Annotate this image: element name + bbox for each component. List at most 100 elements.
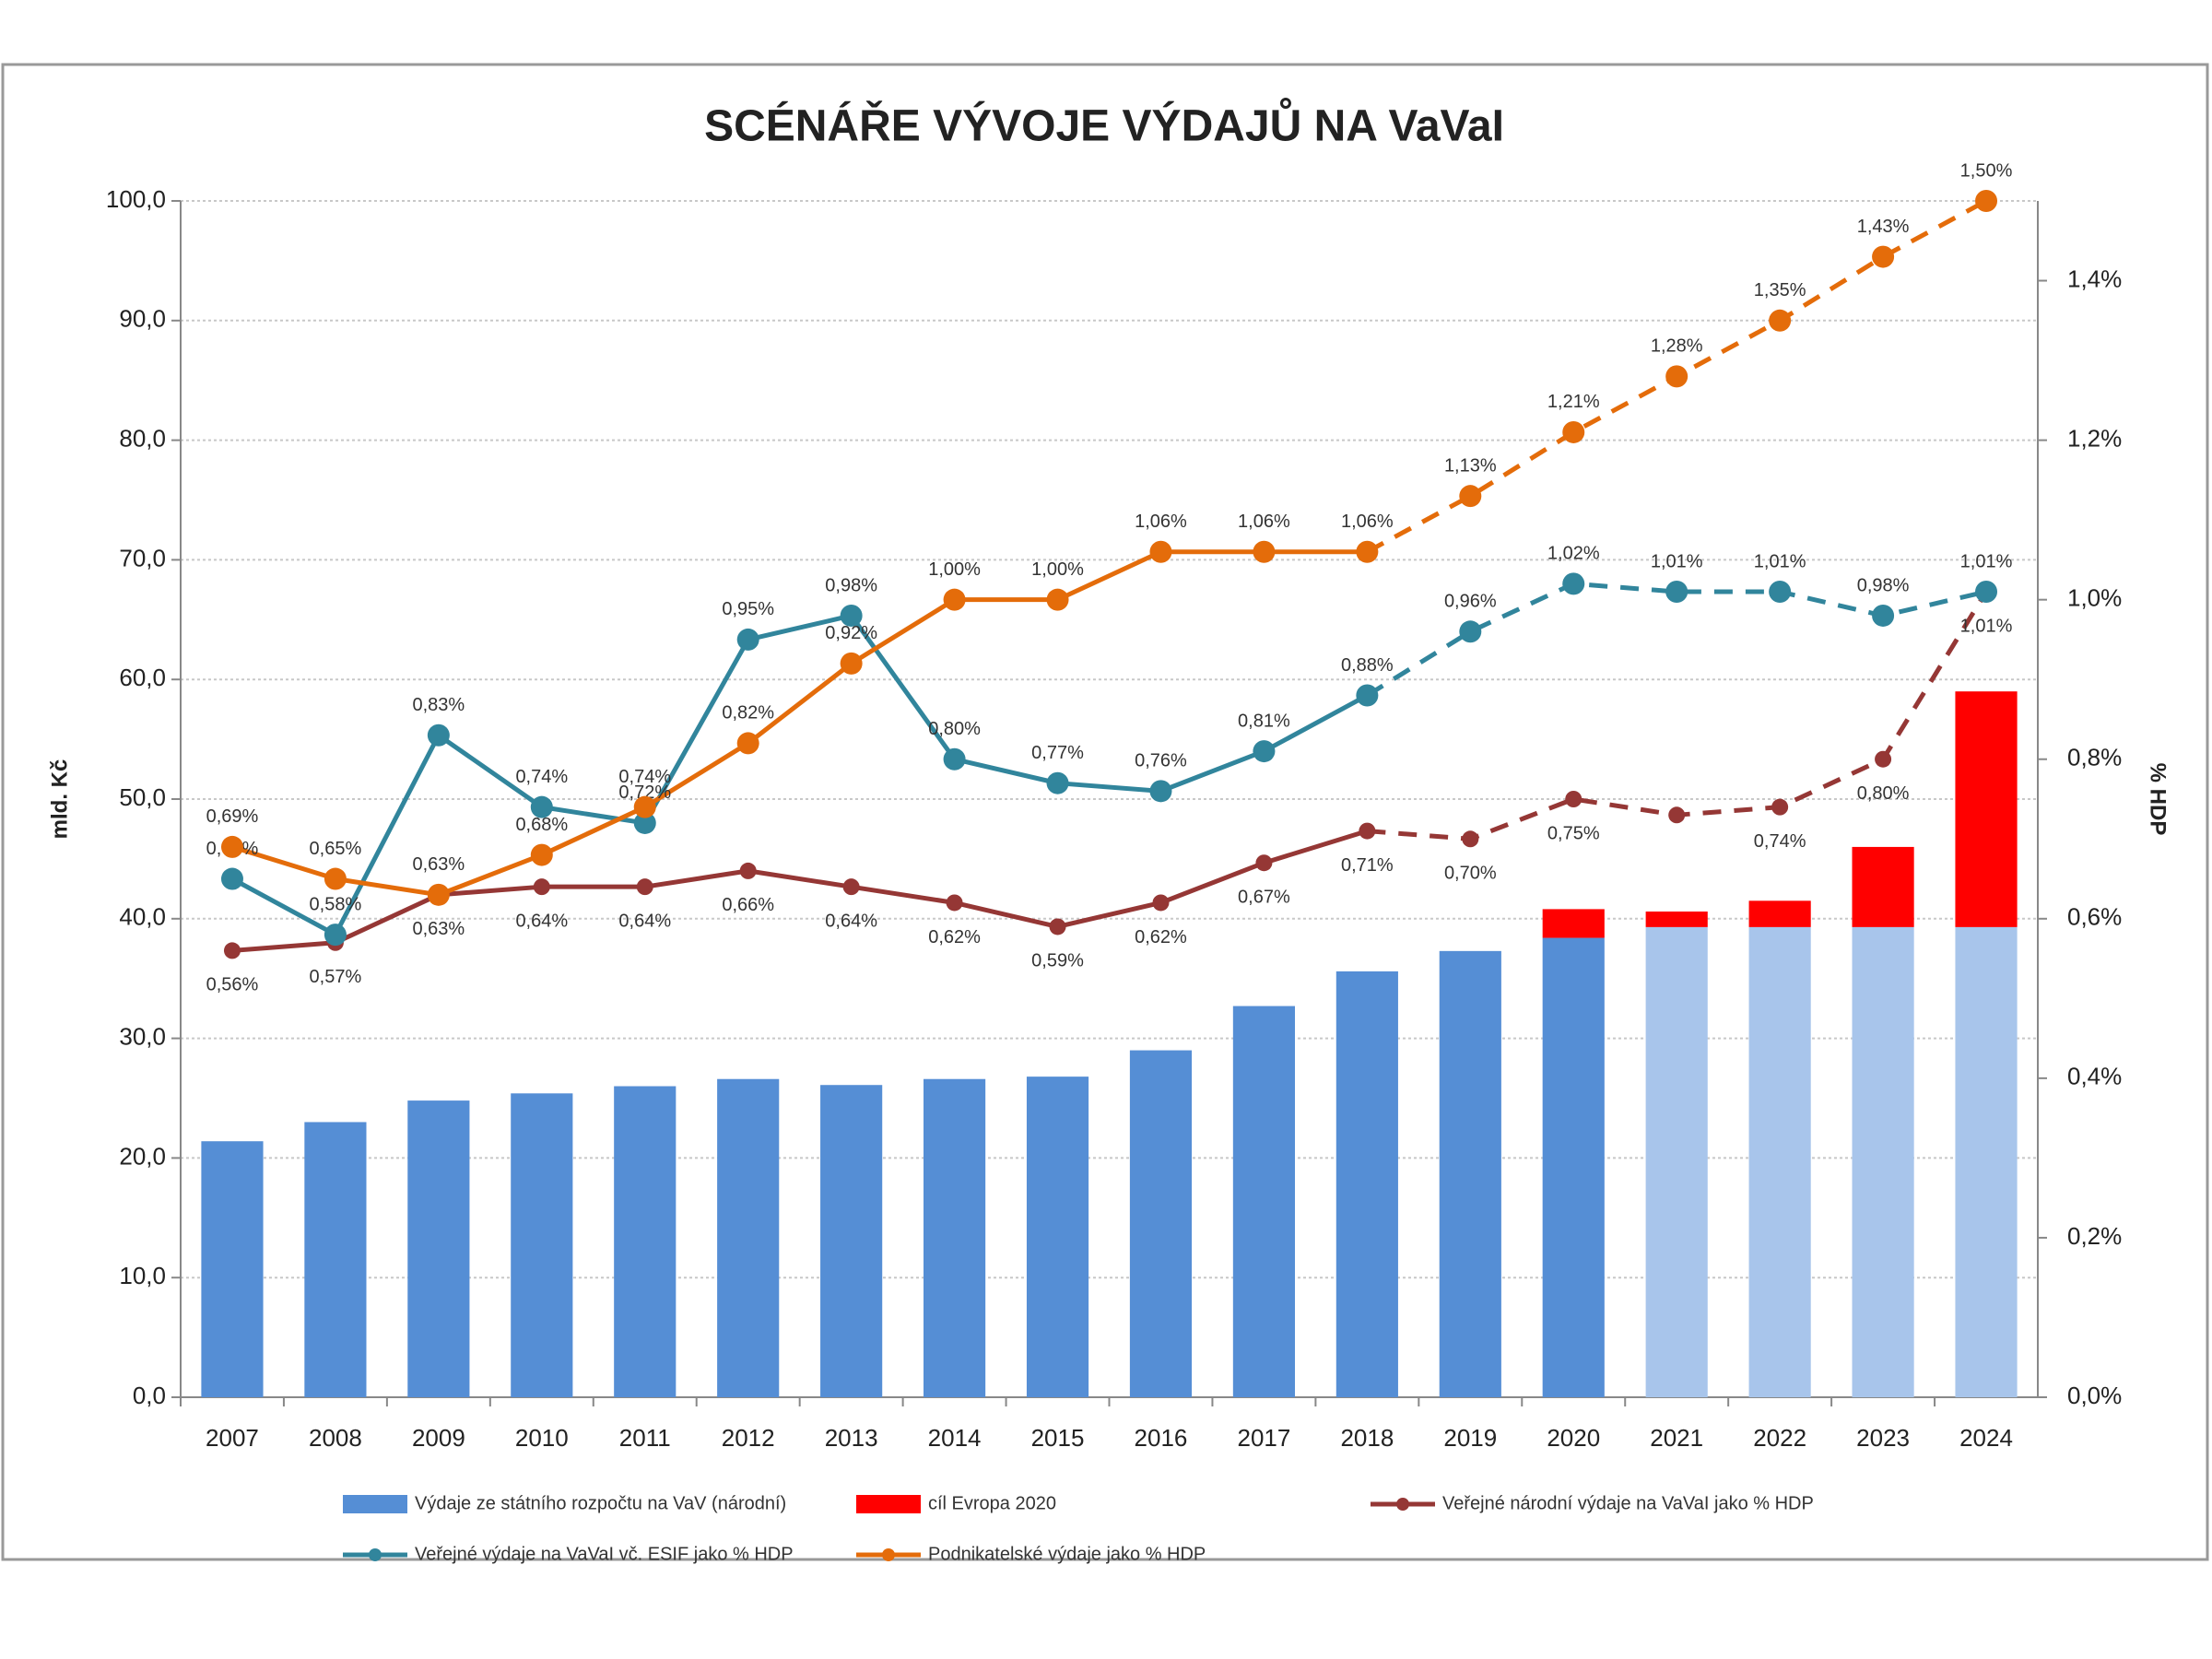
data-label: 1,00% <box>1031 559 1084 580</box>
x-tick-label: 2007 <box>206 1424 259 1452</box>
point <box>1975 581 1998 604</box>
point <box>842 878 860 896</box>
data-label: 1,01% <box>1960 551 2013 571</box>
data-label: 1,35% <box>1754 280 1806 300</box>
data-label: 0,65% <box>310 839 362 859</box>
bar <box>1852 846 1914 927</box>
point <box>1356 540 1379 563</box>
legend-label: Veřejné národní výdaje na VaVaI jako % H… <box>1442 1493 1814 1513</box>
point <box>427 883 450 906</box>
bar <box>820 1085 883 1397</box>
point <box>533 878 550 896</box>
y-tick-label: 50,0 <box>119 783 166 811</box>
bar <box>1335 971 1398 1397</box>
x-tick-label: 2011 <box>619 1424 671 1452</box>
y2-tick-label: 0,8% <box>2067 744 2122 771</box>
point <box>1565 791 1583 807</box>
line <box>230 613 1369 937</box>
y2-axis-title: % HDP <box>2146 763 2171 836</box>
data-label: 1,06% <box>1341 512 1394 532</box>
point <box>1665 365 1688 388</box>
y-tick-label: 100,0 <box>106 185 166 213</box>
data-label: 1,01% <box>1651 551 1703 571</box>
data-label: 0,58% <box>310 894 362 914</box>
legend-label: Výdaje ze státního rozpočtu na VaV (náro… <box>415 1493 786 1513</box>
point <box>1356 684 1379 707</box>
bar <box>1026 1077 1089 1397</box>
data-label: 0,62% <box>928 927 981 947</box>
point <box>1046 588 1069 611</box>
point <box>530 843 553 866</box>
data-label: 0,64% <box>825 911 877 931</box>
legend-swatch <box>343 1495 407 1513</box>
data-label: 0,69% <box>206 806 259 827</box>
point <box>1975 190 1998 212</box>
data-label: 0,56% <box>206 975 259 995</box>
data-label: 0,83% <box>413 695 465 715</box>
data-label: 0,98% <box>1857 575 1910 595</box>
point <box>736 732 759 755</box>
point <box>1359 822 1376 840</box>
point <box>1872 245 1895 268</box>
data-label: 1,21% <box>1547 392 1600 412</box>
point <box>220 867 243 890</box>
data-label: 0,81% <box>1238 711 1290 731</box>
point <box>1253 540 1276 563</box>
point <box>1149 780 1172 803</box>
point <box>1771 798 1789 816</box>
y-tick-label: 90,0 <box>119 305 166 333</box>
bar <box>1645 926 1708 1397</box>
data-label: 0,71% <box>1341 855 1394 876</box>
y2-tick-label: 0,6% <box>2067 903 2122 931</box>
data-label: 0,59% <box>1031 951 1084 971</box>
x-tick-label: 2021 <box>1650 1424 1703 1452</box>
point <box>1872 604 1895 627</box>
data-label: 1,28% <box>1651 336 1703 357</box>
bar <box>1955 926 2018 1397</box>
legend-label: Veřejné výdaje na VaVaI vč. ESIF jako % … <box>415 1544 794 1564</box>
point <box>1665 581 1688 604</box>
data-label: 0,98% <box>825 575 877 595</box>
bar <box>614 1086 677 1397</box>
bar <box>1645 912 1708 927</box>
bar <box>717 1078 780 1397</box>
point <box>1255 854 1273 872</box>
point <box>324 924 347 947</box>
data-label: 1,02% <box>1547 544 1600 564</box>
y-tick-label: 30,0 <box>119 1022 166 1050</box>
point <box>943 747 966 771</box>
x-tick-label: 2014 <box>928 1424 982 1452</box>
point <box>1149 540 1172 563</box>
data-label: 0,74% <box>515 767 568 787</box>
chart-title: SCÉNÁŘE VÝVOJE VÝDAJŮ NA VaVaI <box>704 97 1504 151</box>
y2-tick-label: 0,0% <box>2067 1382 2122 1409</box>
legend-label: cíl Evropa 2020 <box>928 1493 1056 1513</box>
y-tick-label: 60,0 <box>119 664 166 691</box>
bar <box>1439 950 1501 1397</box>
y2-tick-label: 1,0% <box>2067 584 2122 612</box>
point <box>1049 918 1066 935</box>
x-tick-label: 2019 <box>1443 1424 1497 1452</box>
data-label: 0,80% <box>1857 783 1910 804</box>
data-label: 0,74% <box>618 767 671 787</box>
x-tick-label: 2023 <box>1856 1424 1910 1452</box>
line <box>231 829 1369 953</box>
data-label: 0,68% <box>515 815 568 835</box>
y2-tick-label: 1,2% <box>2067 424 2122 452</box>
y-tick-label: 40,0 <box>119 903 166 931</box>
point <box>1459 620 1482 643</box>
point <box>943 588 966 611</box>
point <box>1668 806 1686 824</box>
data-label: 0,76% <box>1135 751 1187 771</box>
data-label: 0,64% <box>618 911 671 931</box>
chart-frame <box>1 63 2209 1561</box>
bar <box>1748 900 1811 927</box>
x-tick-label: 2013 <box>825 1424 878 1452</box>
point <box>1769 309 1792 332</box>
point <box>1462 830 1479 848</box>
data-label: 0,75% <box>1547 823 1600 843</box>
point <box>1769 581 1792 604</box>
bar <box>407 1100 470 1397</box>
bar <box>511 1093 573 1397</box>
